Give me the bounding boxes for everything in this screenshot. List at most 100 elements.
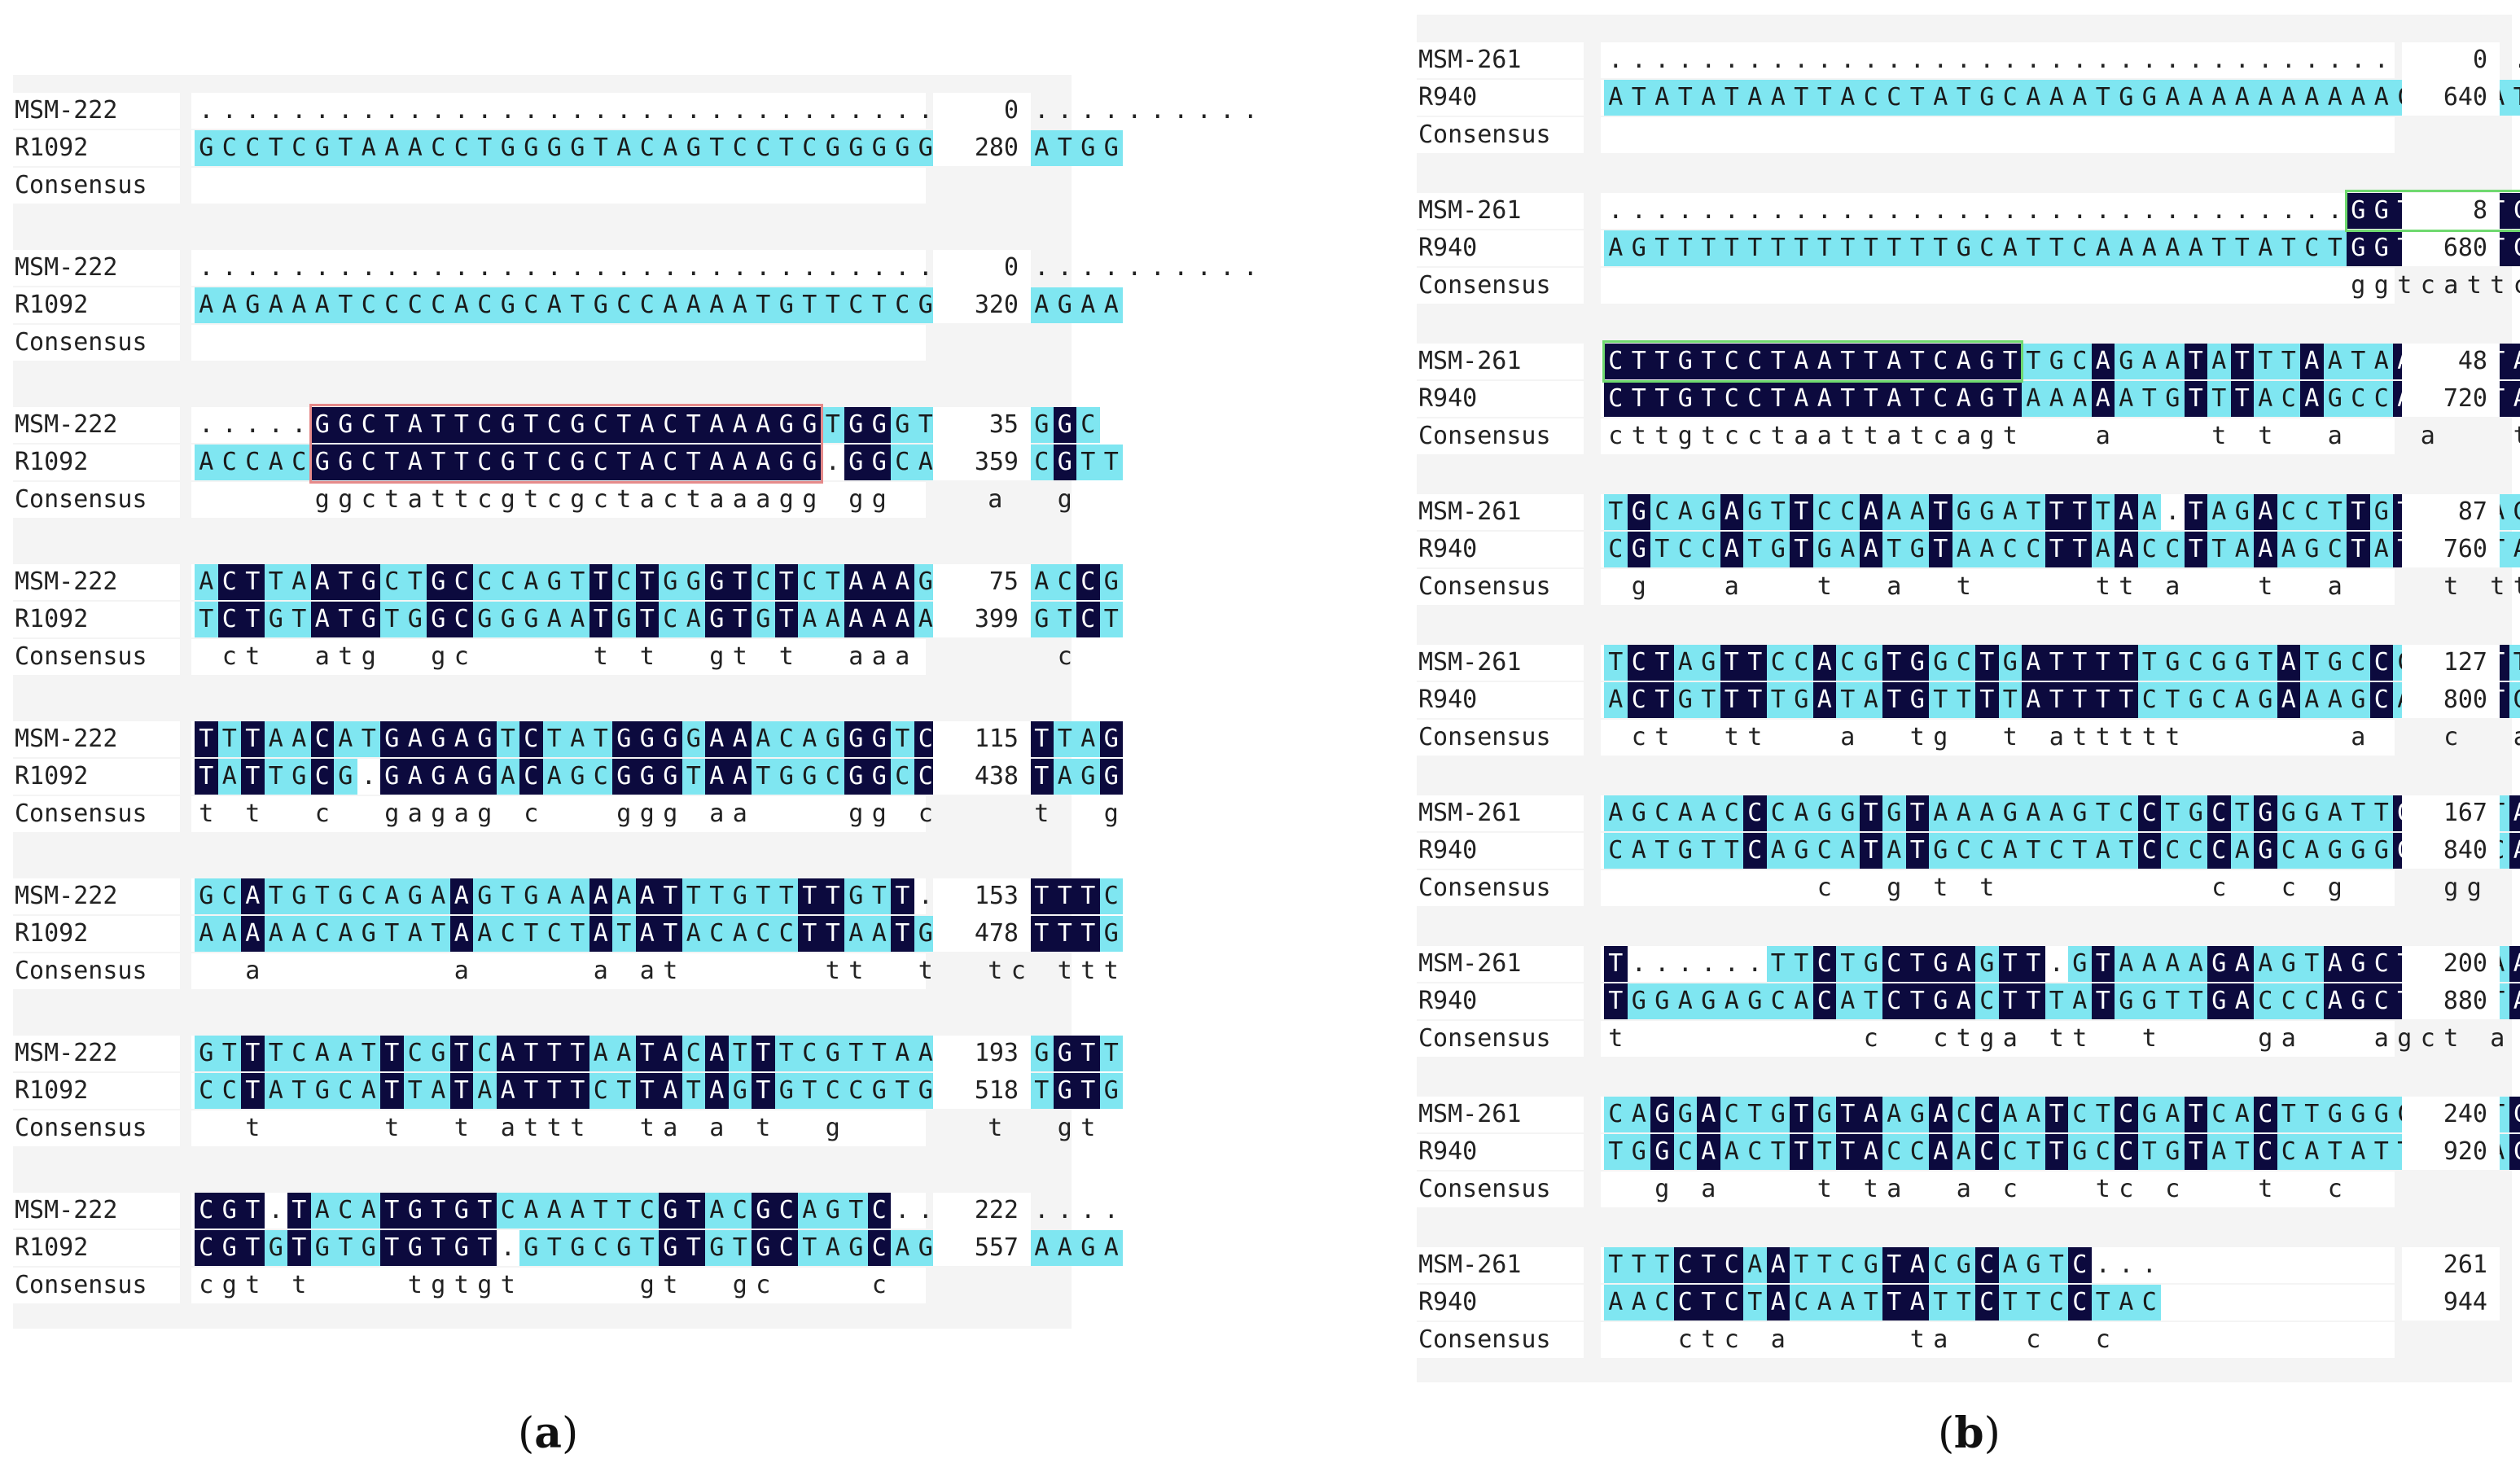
residue-bottom: T	[1836, 230, 1860, 266]
residue-bottom: T	[2091, 983, 2115, 1019]
residue-top: A	[635, 407, 659, 443]
sequence-bottom: CTTGTCCTAATTATCAGTAAAAATGTTTACAGCCATGTTA	[1604, 381, 2520, 417]
consensus-residue	[2254, 870, 2277, 906]
consensus-residue	[2207, 1021, 2231, 1057]
residue-bottom: C	[1697, 532, 1720, 567]
residue-bottom: A	[1766, 80, 1790, 116]
consensus-residue	[1790, 1322, 1813, 1358]
consensus-residue	[682, 1110, 706, 1146]
residue-bottom: G	[1697, 983, 1720, 1019]
residue-top: T	[1650, 645, 1674, 681]
consensus-residue	[2185, 268, 2208, 304]
residue-bottom: G	[635, 759, 659, 795]
consensus-sequence: g a t ta a c tc c t c c	[1604, 1172, 2520, 1207]
consensus-residue	[1836, 1322, 1860, 1358]
residue-top: .	[221, 410, 237, 439]
residue-top: A	[1882, 494, 1906, 530]
residue-bottom: C	[1812, 833, 1836, 869]
residue-top: A	[867, 564, 891, 600]
residue-bottom: T	[2044, 1134, 2068, 1170]
residue-bottom: C	[844, 287, 868, 323]
residue-bottom: G	[2207, 983, 2231, 1019]
consensus-residue	[1975, 268, 1999, 304]
residue-top: .	[2002, 46, 2018, 74]
residue-top: G	[403, 878, 427, 914]
residue-bottom: G	[705, 602, 729, 637]
residue-top: G	[774, 407, 798, 443]
label-background	[1417, 230, 1584, 266]
residue-bottom: C	[1882, 983, 1906, 1019]
residue-top: .	[245, 253, 261, 282]
residue-top: .	[1747, 949, 1763, 978]
residue-top: T	[612, 407, 636, 443]
residue-bottom: C	[2022, 532, 2045, 567]
residue-top: G	[1673, 344, 1697, 379]
consensus-residue	[2463, 1021, 2487, 1057]
residue-bottom: G	[612, 1230, 636, 1266]
position-top: 35	[988, 410, 1019, 439]
residue-top: C	[1673, 1247, 1697, 1283]
consensus-residue	[2347, 418, 2370, 454]
residue-top: .	[1220, 96, 1235, 125]
residue-bottom: C	[1650, 1285, 1674, 1321]
consensus-residue: t	[2211, 422, 2227, 450]
residue-bottom: C	[241, 130, 265, 166]
residue-bottom: A	[2300, 1134, 2324, 1170]
residue-bottom: T	[635, 1073, 659, 1109]
alignment-block: MSM-222 R1092 Consensus T T T A A C A T G A G A G T C T A T G…	[13, 721, 1123, 843]
residue-bottom: G	[752, 602, 775, 637]
residue-bottom: T	[1099, 445, 1123, 480]
residue-bottom: T	[1929, 230, 1952, 266]
residue-bottom: T	[473, 1230, 497, 1266]
label-background	[1417, 381, 1584, 417]
residue-bottom: A	[2347, 80, 2370, 116]
residue-top: T	[566, 1036, 589, 1071]
consensus-residue	[1604, 870, 1628, 906]
consensus-residue: t	[245, 799, 261, 828]
residue-top: .	[431, 253, 446, 282]
residue-bottom: A	[449, 759, 473, 795]
consensus-residue: t	[1909, 1325, 1925, 1354]
consensus-residue: t	[245, 1271, 261, 1299]
residue-top: C	[1650, 795, 1674, 831]
residue-top: G	[357, 564, 380, 600]
residue-top: A	[1998, 1247, 2022, 1283]
consensus-residue	[1604, 569, 1628, 605]
residue-top: C	[449, 564, 473, 600]
residue-top: .	[338, 96, 353, 125]
residue-top: A	[2230, 946, 2254, 982]
residue-top: A	[2509, 344, 2520, 379]
consensus-residue	[1975, 1322, 1999, 1358]
residue-top: .	[1724, 949, 1739, 978]
consensus-residue	[2138, 268, 2162, 304]
residue-top: .	[2049, 949, 2064, 978]
residue-bottom: C	[1998, 80, 2022, 116]
residue-top: .	[802, 96, 817, 125]
residue-top: .	[1220, 253, 1235, 282]
residue-bottom: T	[2207, 532, 2231, 567]
residue-top: G	[659, 564, 682, 600]
residue-top: .	[1173, 253, 1189, 282]
residue-bottom: T	[1743, 532, 1767, 567]
residue-bottom: A	[449, 916, 473, 952]
label-background	[1417, 946, 1584, 982]
residue-bottom: G	[310, 130, 334, 166]
residue-bottom: .	[500, 1233, 515, 1262]
residue-bottom: G	[2115, 983, 2138, 1019]
residue-bottom: T	[195, 759, 218, 795]
consensus-residue: a	[1887, 1175, 1902, 1203]
residue-top: C	[1975, 1097, 1999, 1132]
consensus-residue	[2045, 1172, 2069, 1207]
consensus-residue	[2393, 1172, 2417, 1207]
residue-top: T	[1882, 1247, 1906, 1283]
residue-bottom: A	[1697, 80, 1720, 116]
residue-bottom: C	[891, 445, 914, 480]
residue-top: G	[659, 721, 682, 757]
residue-top: .	[1127, 96, 1142, 125]
sequence-label-top: MSM-222	[15, 567, 118, 596]
consensus-residue	[1030, 639, 1054, 675]
residue-top: .	[756, 96, 771, 125]
residue-top: A	[612, 878, 636, 914]
consensus-residue	[612, 953, 636, 989]
